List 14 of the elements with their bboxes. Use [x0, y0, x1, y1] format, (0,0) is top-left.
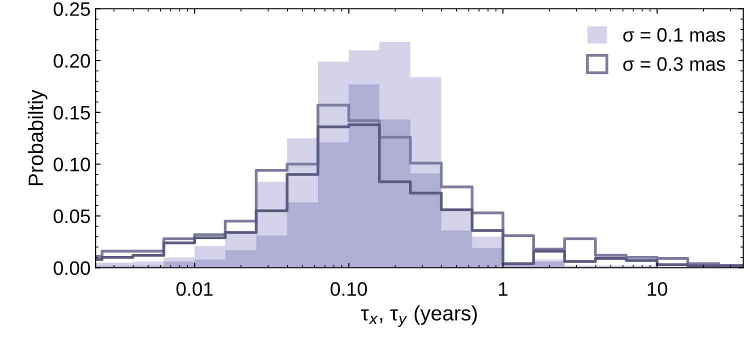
y-axis-title: Probabiltiy [28, 90, 48, 186]
x-tick-label: 1 [499, 282, 508, 296]
x-tick-label: 0.10 [330, 282, 367, 296]
x-axis-title: τ$_{x}$, τ$_{y}$ (years) [360, 305, 477, 327]
y-tick-label: 0.15 [54, 106, 90, 120]
y-tick-label: 0.10 [54, 158, 90, 172]
x-tick-label: 0.01 [176, 282, 213, 296]
y-tick-label: 0.00 [54, 261, 90, 275]
x-tick-label: 10 [648, 282, 668, 296]
y-tick-label: 0.05 [54, 209, 90, 224]
legend-label: σ = 0.1 mas [623, 28, 726, 42]
y-tick-label: 0.25 [54, 2, 90, 16]
legend-label: σ = 0.3 mas [623, 57, 726, 71]
y-tick-label: 0.20 [54, 54, 90, 68]
